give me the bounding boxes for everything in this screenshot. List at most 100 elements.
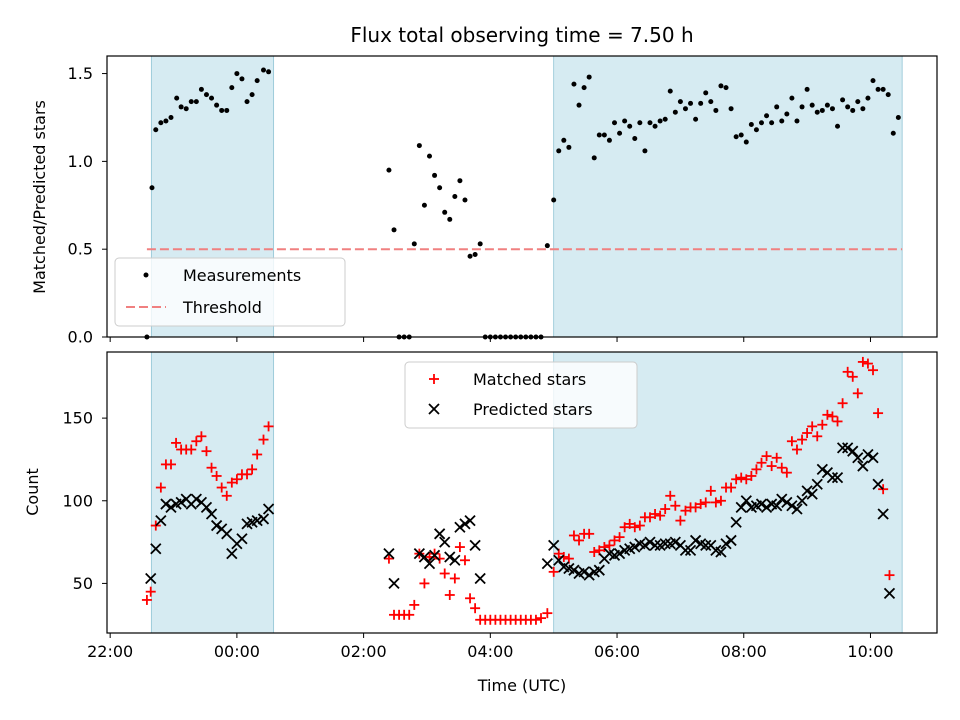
measurement-point [814,109,820,115]
x-tick-label: 22:00 [87,642,133,661]
count-series [141,356,896,625]
measurement-point [748,121,754,127]
x-b [776,493,788,505]
x-b [444,551,456,563]
matched-star-point [141,594,152,605]
predicted-star-point [418,551,431,563]
matched-star-point [145,586,156,597]
count-y-axis: 50 100 150 [62,409,107,593]
measurement-point [442,209,448,215]
legend-measurements-label: Measurements [183,266,301,285]
predicted-star-point [175,496,187,509]
matched-star-point [155,482,166,493]
predicted-star-point [413,548,425,560]
matched-star-point [862,358,873,369]
matched-star-point [211,470,222,481]
x-b [613,548,626,560]
matched-star-point [797,434,808,445]
x-b [796,495,808,507]
x-b [847,445,859,457]
matched-star-point [847,371,858,382]
count-y-axis-label: Count [23,468,42,516]
matched-star-point [781,467,792,478]
x-b [877,508,889,520]
predicted-star-point [439,536,451,548]
predicted-star-point [428,549,441,561]
matched-star-point [705,485,716,496]
x-b [155,514,167,527]
predicted-star-point [459,518,471,530]
measurement-point [153,127,159,133]
legend-predicted-marker [428,403,440,415]
measurement-point [819,107,825,113]
legend-threshold-label: Threshold [182,298,262,317]
predicted-star-point [847,445,859,457]
predicted-star-point [145,572,157,585]
predicted-star-point [659,538,671,550]
x-b [725,534,737,547]
matched-star-point [741,474,752,485]
matched-star-point [812,431,823,442]
x-b [791,503,803,515]
predicted-star-point [811,478,823,490]
measurement-point [209,95,215,101]
x-b [771,500,783,512]
measurement-point [693,116,699,122]
predicted-star-point [755,498,768,510]
matched-star-point [791,444,802,455]
measurement-point [845,104,851,110]
x-b [862,448,874,461]
x-b [175,496,187,509]
matched-star-point [695,499,706,510]
predicted-star-point [593,564,605,576]
x-b [710,544,722,556]
x-tick-label: 06:00 [594,642,640,661]
measurement-point [601,132,607,138]
measurement-point [662,116,668,122]
predicted-star-point [464,514,476,527]
measurement-point [794,118,800,124]
x-b [388,577,400,590]
matched-star-point [196,431,207,442]
measurement-point [895,114,901,120]
x-b [216,523,228,535]
matched-star-point [599,542,610,553]
measurement-point [576,102,582,108]
measurement-point [606,137,612,143]
x-b [831,471,844,484]
x-b [781,496,793,509]
predicted-star-point [553,554,565,566]
measurement-point [581,85,587,91]
x-b [160,498,172,510]
measurement-point [586,74,592,80]
measurement-point [193,99,199,105]
matched-star-point [563,553,574,564]
matched-star-point [604,540,615,551]
measurement-point [391,227,397,233]
x-b [428,549,441,561]
x-b [251,514,263,527]
matched-star-point [726,482,737,493]
x-b [439,536,451,548]
x-b [563,562,575,575]
x-b [165,501,177,514]
x-b [629,541,641,553]
x-b [836,442,849,454]
x-b [649,539,661,552]
x-b [418,551,431,563]
matched-star-point [242,469,253,480]
predicted-star-point [700,539,712,552]
x-b [679,544,692,556]
predicted-star-point [165,501,177,514]
x-b [423,557,436,570]
matched-star-point [715,495,726,506]
predicted-star-point [388,577,400,590]
x-b [200,501,213,514]
matched-star-point [165,459,176,470]
x-b [639,539,651,552]
measurement-point [809,102,815,108]
count-legend: Matched stars Predicted stars [404,361,638,429]
matched-star-point [589,547,600,558]
predicted-star-point [669,536,681,548]
measurement-point [672,109,678,115]
